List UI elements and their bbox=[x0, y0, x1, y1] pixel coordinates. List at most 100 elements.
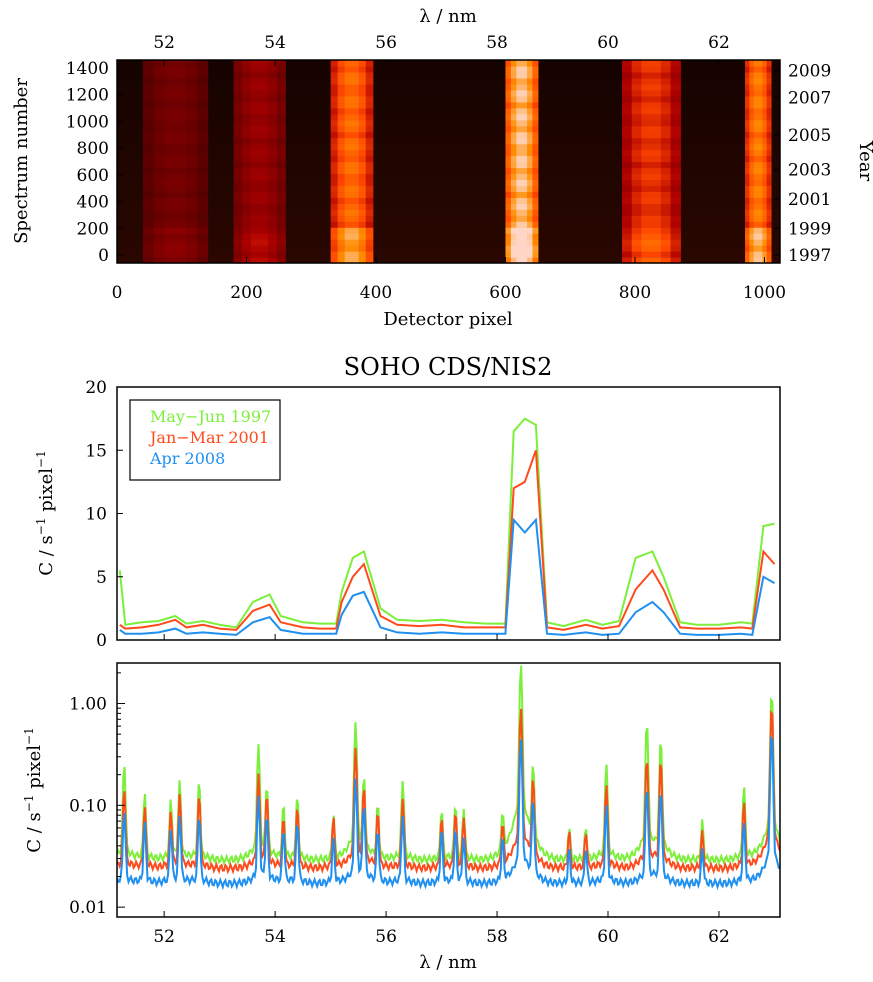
heatmap-cell bbox=[510, 101, 517, 109]
heatmap-cell bbox=[276, 113, 286, 121]
heatmap-cell bbox=[516, 233, 523, 240]
heatmap-cell bbox=[651, 215, 662, 222]
heatmap-cell bbox=[622, 221, 633, 228]
heatmap-cell bbox=[175, 65, 187, 73]
heatmap-cell bbox=[670, 245, 681, 252]
heatmap-cell bbox=[337, 71, 346, 79]
heatmap-cell bbox=[142, 119, 155, 127]
heatmap-cell bbox=[753, 215, 759, 222]
heatmap-cell bbox=[268, 125, 278, 133]
heatmap-cell bbox=[753, 233, 759, 240]
heatmap-cell bbox=[660, 155, 672, 163]
heatmap-cell bbox=[766, 203, 772, 210]
heatmap-cell bbox=[641, 167, 652, 175]
heatmap-cell bbox=[365, 215, 374, 222]
heatmap-cell bbox=[527, 107, 534, 115]
heatmap-cell bbox=[521, 197, 528, 204]
heatmap-cell bbox=[749, 155, 755, 163]
heatmap-cell bbox=[330, 137, 339, 145]
heatmap-cell bbox=[259, 95, 269, 103]
heatmap-cell bbox=[365, 233, 374, 240]
heatmap-cell bbox=[622, 83, 633, 91]
heatmap-cell bbox=[351, 107, 360, 115]
heatmap-cell bbox=[521, 233, 528, 240]
heatmap-cell bbox=[762, 233, 768, 240]
heatmap-cell bbox=[641, 113, 652, 121]
heatmap-cell bbox=[186, 173, 198, 181]
heatmap-cell bbox=[196, 60, 209, 67]
heatmap-cell bbox=[351, 161, 360, 169]
heatmap-cell bbox=[330, 89, 339, 97]
heatmap-cell bbox=[330, 215, 339, 222]
heatmap-cell bbox=[505, 107, 512, 115]
heatmap-cell bbox=[631, 131, 643, 139]
heatmap-cell bbox=[641, 131, 652, 139]
heatmap-cell bbox=[766, 257, 772, 264]
heatmap-cell bbox=[745, 95, 750, 103]
heatmap-cell bbox=[505, 191, 512, 198]
heatmap-cell bbox=[622, 245, 633, 252]
heatmap-cell bbox=[330, 233, 339, 240]
heatmap-cell bbox=[622, 95, 633, 103]
heatmap-cell bbox=[762, 131, 768, 139]
heatmap-cell bbox=[175, 215, 187, 222]
heatmap-cell bbox=[510, 83, 517, 91]
heatmap-cell bbox=[745, 107, 750, 115]
heatmap-cell bbox=[344, 83, 353, 91]
heatmap-cell bbox=[641, 95, 652, 103]
heatmap-cell bbox=[276, 137, 286, 145]
heatmap-cell bbox=[505, 245, 512, 252]
heatmap-cell bbox=[651, 221, 662, 228]
heatmap-cell bbox=[276, 191, 286, 198]
heatmap-cell bbox=[276, 245, 286, 252]
heatmap-cell bbox=[762, 125, 768, 133]
heatmap-cell bbox=[268, 137, 278, 145]
linear-spectrum-panel: SOHO CDS/NIS2 0 5 10 15 20 C / s−1 pixel−1 M… bbox=[34, 353, 781, 651]
heatmap-cell bbox=[175, 107, 187, 115]
heatmap-cell bbox=[358, 173, 367, 181]
heatmap-cell bbox=[351, 131, 360, 139]
heatmap-cell bbox=[660, 209, 672, 216]
heatmap-cell bbox=[660, 239, 672, 246]
heatmap-cell bbox=[622, 89, 633, 97]
heatmap-cell bbox=[153, 143, 166, 151]
heatmap-cell bbox=[516, 239, 523, 246]
heatmap-cell bbox=[505, 113, 512, 121]
heatmap-cell bbox=[250, 233, 261, 240]
heatmap-cell bbox=[757, 251, 763, 258]
y-tick-label: 15 bbox=[85, 441, 107, 461]
heatmap-cell bbox=[749, 257, 755, 264]
top-tick-label: 62 bbox=[708, 33, 730, 53]
heatmap-cell bbox=[521, 257, 528, 264]
heatmap-cell bbox=[365, 60, 374, 67]
heatmap-cell bbox=[745, 209, 750, 216]
heatmap-cell bbox=[344, 101, 353, 109]
heatmap-cell bbox=[344, 215, 353, 222]
heatmap-cell bbox=[745, 119, 750, 127]
heatmap-cell bbox=[670, 83, 681, 91]
heatmap-cell bbox=[344, 95, 353, 103]
heatmap-cell bbox=[757, 143, 763, 151]
heatmap-cell bbox=[660, 131, 672, 139]
heatmap-cell bbox=[233, 77, 243, 85]
heatmap-cell bbox=[521, 167, 528, 175]
log-series-line-2 bbox=[117, 735, 780, 891]
heatmap-cell bbox=[276, 203, 286, 210]
heatmap-cell bbox=[276, 161, 286, 169]
heatmap-cell bbox=[762, 149, 768, 157]
heatmap-cell bbox=[749, 191, 755, 198]
heatmap-cell bbox=[365, 167, 374, 175]
heatmap-cell bbox=[358, 245, 367, 252]
heatmap-cell bbox=[749, 227, 755, 234]
heatmap-cell bbox=[745, 251, 750, 258]
heatmap-cell bbox=[505, 257, 512, 264]
heatmap-cell bbox=[670, 209, 681, 216]
heatmap-cell bbox=[164, 143, 176, 151]
heatmap-cell bbox=[142, 60, 155, 67]
heatmap-cell bbox=[631, 113, 643, 121]
heatmap-cell bbox=[749, 113, 755, 121]
heatmap-cell bbox=[365, 179, 374, 186]
heatmap-cell bbox=[365, 239, 374, 246]
heatmap-cell bbox=[186, 143, 198, 151]
heatmap-cell bbox=[670, 113, 681, 121]
